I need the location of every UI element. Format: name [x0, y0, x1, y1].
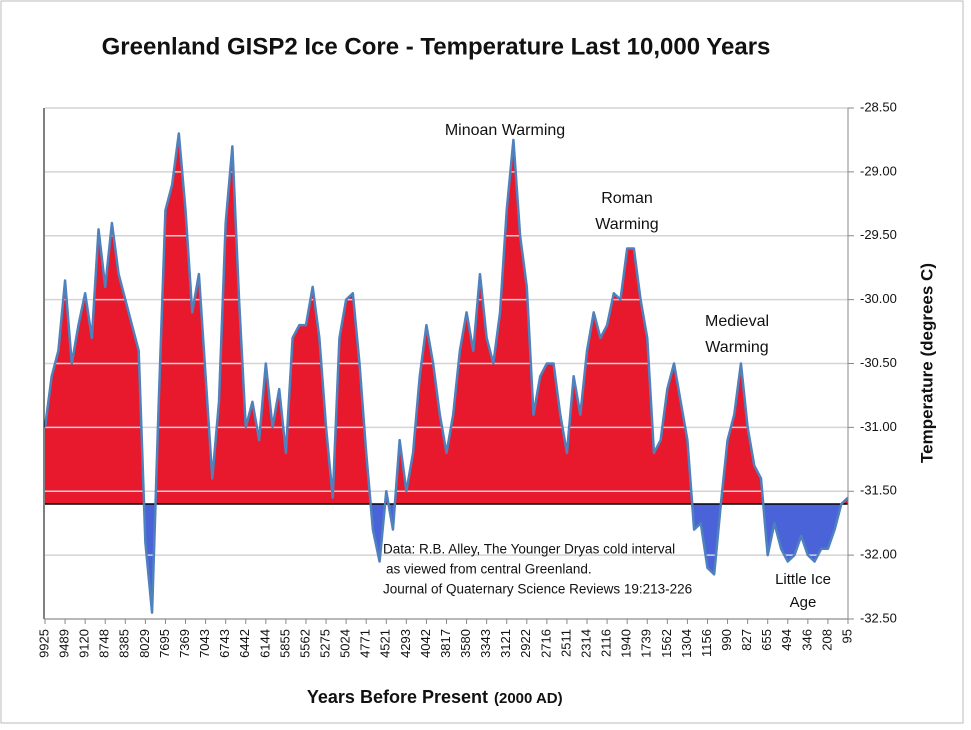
- area-fill-below: [45, 504, 848, 613]
- x-tick-label: 2511: [558, 629, 573, 657]
- y-tick-label: -31.50: [860, 483, 897, 498]
- x-tick-label: 990: [719, 629, 734, 651]
- chart-title: Greenland GISP2 Ice Core - Temperature L…: [102, 33, 771, 60]
- x-tick-label: 8385: [117, 629, 132, 658]
- annotation: Little Ice: [775, 571, 831, 588]
- x-tick-label: 1940: [619, 629, 634, 658]
- x-tick-label: 4042: [418, 629, 433, 658]
- x-axis-label-note: (2000 AD): [494, 690, 563, 707]
- annotation: Medieval: [705, 313, 769, 330]
- x-tick-label: 827: [739, 629, 754, 651]
- x-tick-label: 2716: [538, 629, 553, 658]
- x-tick-label: 9120: [77, 629, 92, 658]
- x-tick-label: 5855: [277, 629, 292, 658]
- y-tick-label: -30.00: [860, 291, 897, 306]
- x-tick-label: 8029: [137, 629, 152, 658]
- annotation: Age: [790, 594, 817, 611]
- y-tick-label: -31.00: [860, 419, 897, 434]
- x-tick-label: 7695: [157, 629, 172, 658]
- x-tick-label: 9925: [36, 629, 51, 658]
- x-tick-label: 1562: [659, 629, 674, 658]
- y-tick-label: -29.00: [860, 163, 897, 178]
- x-tick-label: 2314: [578, 629, 593, 658]
- y-tick-label: -28.50: [860, 99, 897, 114]
- x-tick-label: 1304: [679, 629, 694, 658]
- x-tick-label: 5562: [297, 629, 312, 658]
- x-tick-label: 5024: [338, 629, 353, 658]
- x-tick-label: 4521: [378, 629, 393, 658]
- x-tick-label: 3580: [458, 629, 473, 658]
- x-tick-label: 2116: [599, 629, 614, 657]
- x-tick-label: 208: [819, 629, 834, 651]
- x-tick-label: 655: [759, 629, 774, 651]
- annotation: Minoan Warming: [445, 122, 565, 139]
- x-tick-label: 1739: [639, 629, 654, 658]
- annotation: as viewed from central Greenland.: [386, 562, 592, 577]
- x-tick-label: 494: [779, 629, 794, 651]
- x-tick-label: 95: [839, 629, 854, 643]
- y-tick-label: -32.00: [860, 547, 897, 562]
- x-tick-label: 4771: [358, 629, 373, 658]
- annotation: Data: R.B. Alley, The Younger Dryas cold…: [383, 542, 675, 557]
- annotation: Journal of Quaternary Science Reviews 19…: [383, 582, 692, 597]
- annotation: Roman: [601, 190, 653, 207]
- x-tick-label: 4293: [398, 629, 413, 658]
- x-tick-label: 6144: [257, 629, 272, 658]
- y-axis-label: Temperature (degrees C): [917, 263, 936, 463]
- x-tick-label: 9489: [57, 629, 72, 658]
- temperature-line: [43, 132, 849, 614]
- y-tick-label: -32.50: [860, 610, 897, 625]
- x-tick-label: 7369: [177, 629, 192, 658]
- x-tick-label: 6442: [237, 629, 252, 658]
- area-fill-above: [45, 133, 848, 505]
- x-tick-label: 346: [799, 629, 814, 651]
- annotation: Warming: [595, 216, 658, 233]
- x-tick-label: 7043: [197, 629, 212, 658]
- x-tick-label: 3343: [478, 629, 493, 658]
- x-tick-label: 3817: [438, 629, 453, 658]
- x-axis-label: Years Before Present: [307, 687, 488, 707]
- x-tick-label: 8748: [97, 629, 112, 658]
- y-tick-label: -29.50: [860, 227, 897, 242]
- x-tick-label: 6743: [217, 629, 232, 658]
- y-tick-label: -30.50: [860, 355, 897, 370]
- x-tick-label: 3121: [498, 629, 513, 658]
- x-tick-label: 2922: [518, 629, 533, 658]
- x-tick-label: 5275: [317, 629, 332, 658]
- annotation: Warming: [705, 339, 768, 356]
- x-tick-label: 1156: [699, 629, 714, 657]
